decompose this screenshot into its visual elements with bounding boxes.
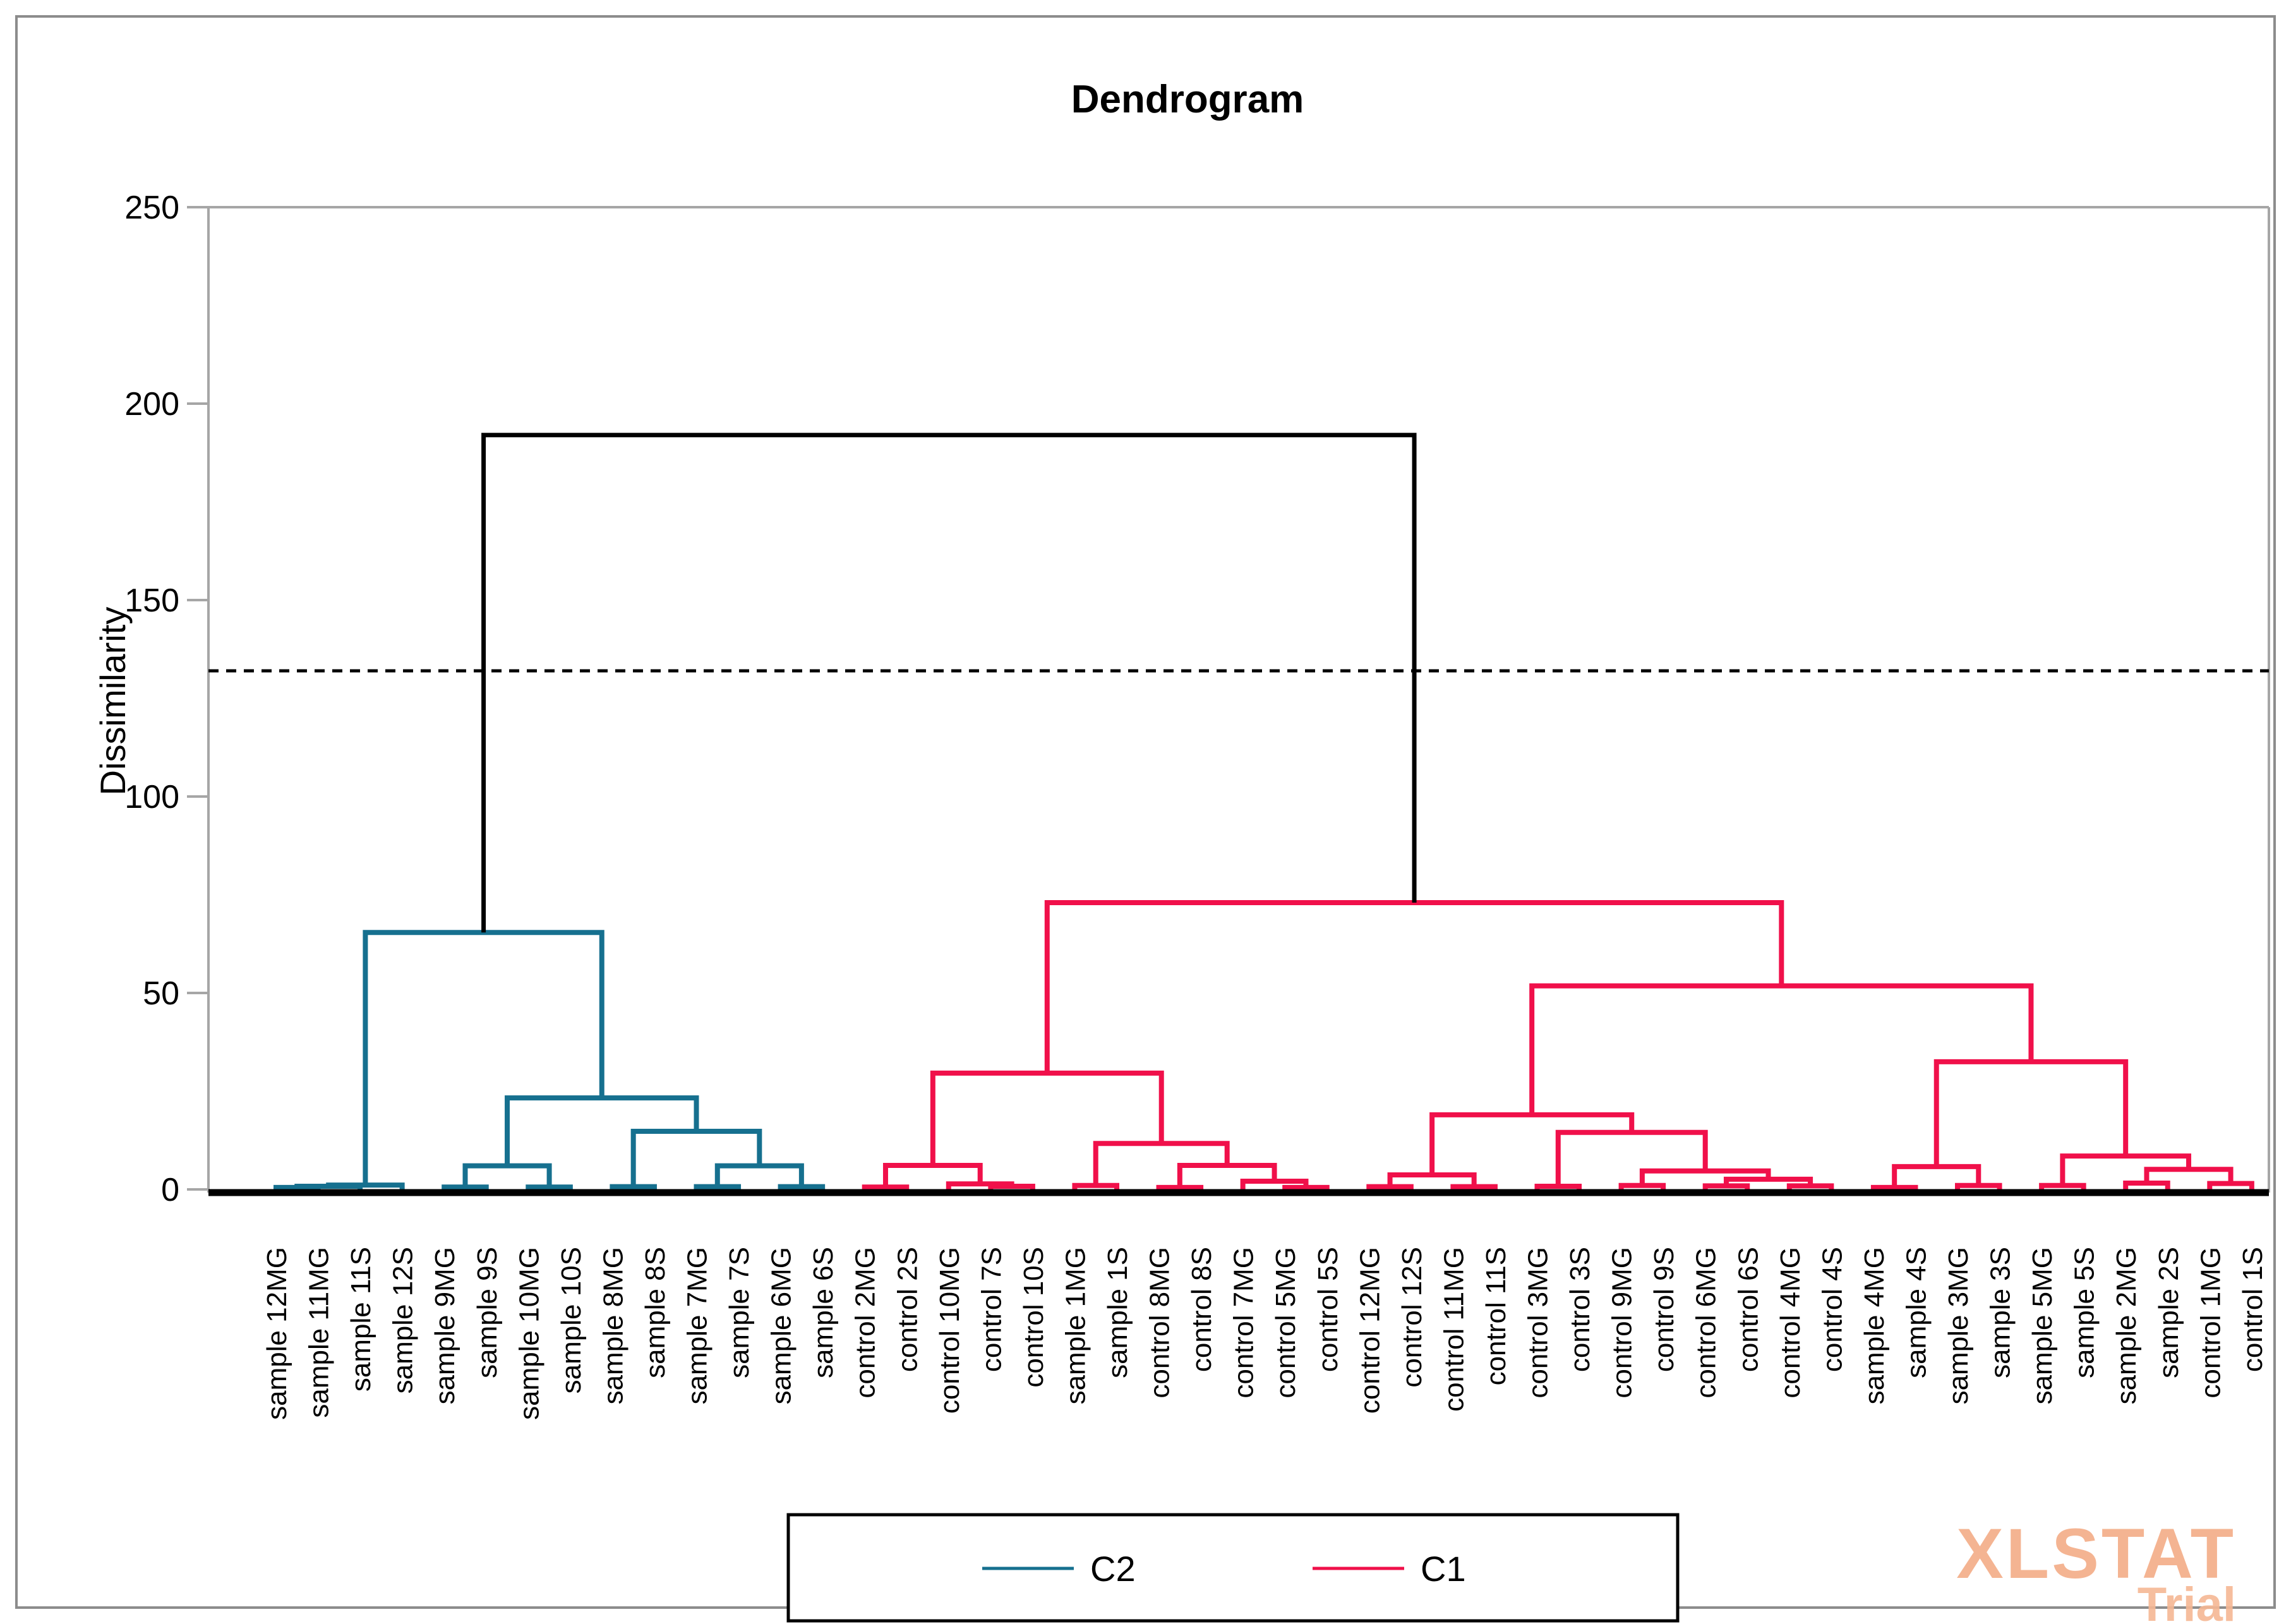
x-axis-label: sample 8S [640,1247,671,1378]
x-axis-label: control 9MG [1607,1247,1638,1398]
x-axis-label: control 7MG [1229,1247,1260,1398]
x-axis-label: control 12MG [1354,1247,1385,1414]
x-axis-label: sample 1S [1102,1247,1133,1378]
x-axis-label: sample 9S [472,1247,503,1378]
legend-label-c1: C1 [1421,1549,1466,1589]
x-axis-label: sample 11S [346,1247,376,1392]
x-axis-label: sample 2S [2153,1247,2184,1378]
x-axis-label: control 4MG [1775,1247,1806,1398]
x-axis-label: control 6S [1733,1247,1764,1372]
x-axis-label: control 8S [1186,1247,1217,1372]
x-axis-label: sample 3S [1985,1247,2016,1378]
x-axis-label: sample 6S [808,1247,839,1378]
x-axis-label: control 1S [2237,1247,2268,1372]
y-tick-label: 200 [124,386,179,423]
dendrogram-link [1177,1163,1277,1188]
x-axis-label: control 3S [1565,1247,1596,1372]
dendrogram-link [882,1163,983,1188]
x-axis-label: sample 12S [388,1247,419,1393]
dendrogram-link [930,1070,1164,1166]
dendrogram-link [326,1182,405,1192]
x-axis-label: sample 7S [724,1247,755,1378]
dendrogram-link [1639,1168,1771,1186]
x-axis-label: control 5S [1313,1247,1344,1372]
legend-box [786,1513,1680,1623]
dendrogram-link [1093,1141,1230,1186]
x-axis-label: sample 10MG [514,1247,544,1420]
x-axis-label: sample 4S [1901,1247,1932,1378]
legend: C2 C1 [786,1513,1680,1623]
dendrogram-link [2144,1167,2234,1184]
x-axis-label: sample 5MG [2027,1247,2058,1404]
y-tick-label: 50 [143,975,179,1012]
y-axis-title: Dissimilarity [93,607,133,796]
x-axis-label: control 10MG [934,1247,965,1414]
plot-area: 0 50 100 150 200 250 sample 12MG sample 11MG sam… [124,189,2270,1420]
x-axis-label: sample 2MG [2111,1247,2142,1404]
x-axis-label: sample 10S [556,1247,587,1393]
x-axis-label: sample 1MG [1060,1247,1091,1404]
x-axis-label: sample 7MG [682,1247,713,1404]
x-axis-label: control 11S [1481,1247,1512,1385]
x-axis-label: control 6MG [1691,1247,1722,1398]
y-tick-label: 250 [124,189,179,226]
x-axis-label: control 12S [1397,1247,1428,1388]
dendrogram-link [481,433,1417,933]
x-axis-label: sample 5S [2069,1247,2100,1378]
x-axis-label: sample 3MG [1943,1247,1974,1404]
x-axis-label: control 3MG [1523,1247,1554,1398]
dendrogram-link [2123,1181,2170,1192]
y-tick-label: 150 [124,582,179,619]
x-axis-label: control 8MG [1145,1247,1176,1398]
x-axis-label: sample 12MG [262,1247,292,1420]
x-axis-label: sample 9MG [430,1247,460,1404]
x-axis-label: control 2MG [850,1247,881,1398]
x-axis-label: sample 6MG [766,1247,797,1404]
x-axis-label: control 1MG [2195,1247,2226,1398]
x-axis-label: control 10S [1018,1247,1049,1388]
legend-label-c2: C2 [1090,1549,1136,1589]
x-axis-label: control 2S [892,1247,923,1372]
y-tick-label: 0 [161,1172,179,1208]
chart-title: Dendrogram [1071,78,1304,121]
watermark-trial: Trial [2138,1578,2236,1624]
dendrogram-link [1240,1178,1309,1192]
x-axis-label: control 9S [1649,1247,1680,1372]
x-axis-label: sample 11MG [304,1247,335,1418]
x-axis-label: sample 4MG [1859,1247,1890,1404]
dendrogram-link [1723,1176,1813,1186]
x-axis-label: control 4S [1817,1247,1848,1372]
x-axis-label: sample 8MG [598,1247,628,1404]
y-tick-label: 100 [124,779,179,815]
x-axis-label: control 5MG [1270,1247,1301,1398]
watermark-xlstat: XLSTAT [1956,1514,2236,1593]
x-axis-label: control 11MG [1438,1247,1469,1412]
dendrogram-link [1387,1172,1477,1187]
x-axis-label: control 7S [976,1247,1007,1372]
